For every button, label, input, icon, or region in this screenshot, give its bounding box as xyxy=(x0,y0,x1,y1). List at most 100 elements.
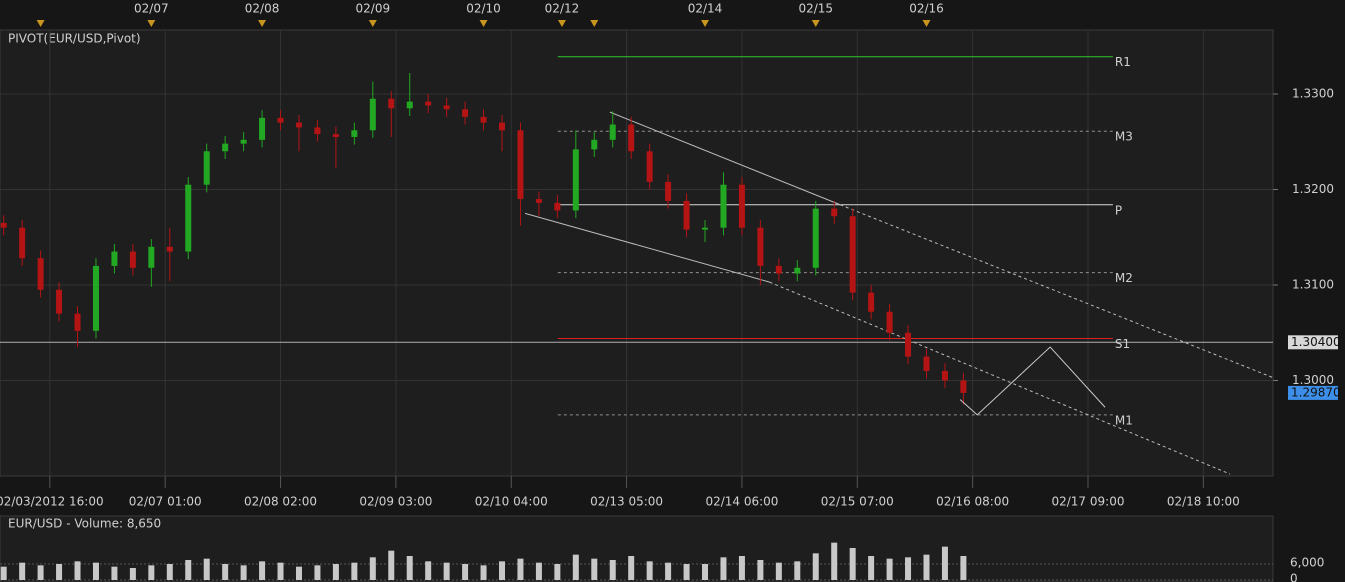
volume-bar xyxy=(831,542,838,580)
volume-bar xyxy=(351,562,358,580)
price-panel xyxy=(0,29,1274,477)
candle-body xyxy=(295,122,302,128)
x-tick-label: 02/13 05:00 xyxy=(590,495,663,509)
candle-body xyxy=(332,134,339,137)
volume-bar xyxy=(166,564,173,580)
volume-bar xyxy=(757,560,764,580)
candle-body xyxy=(462,109,469,117)
candle-body xyxy=(203,151,210,185)
candle-body xyxy=(129,251,136,268)
volume-bar xyxy=(369,557,376,580)
volume-bar xyxy=(720,557,727,580)
volume-bar xyxy=(738,556,745,580)
volume-bar xyxy=(535,562,542,580)
session-marker xyxy=(557,20,566,27)
volume-bar xyxy=(923,554,930,580)
y-tick-label: 6,000 xyxy=(1290,556,1324,570)
session-marker xyxy=(36,20,45,27)
candle-body xyxy=(646,151,653,182)
y-tick-label: 1.3000 xyxy=(1292,373,1334,387)
volume-bar xyxy=(129,568,136,580)
volume-bar xyxy=(148,565,155,580)
trendline xyxy=(769,281,1231,475)
volume-bar xyxy=(812,553,819,580)
volume-bar xyxy=(37,565,44,580)
projection xyxy=(959,346,1106,416)
volume-bar xyxy=(203,558,210,580)
candle-body xyxy=(277,117,284,123)
session-label: 02/15 xyxy=(798,2,833,16)
session-marker xyxy=(258,20,267,27)
volume-bar xyxy=(74,561,81,580)
candle-body xyxy=(148,246,155,268)
candle-body xyxy=(831,208,838,217)
candle-body xyxy=(185,184,192,252)
pivot-label: M2 xyxy=(1115,271,1133,285)
volume-bar xyxy=(185,560,192,580)
last-price-box xyxy=(1288,385,1338,400)
candle-body xyxy=(406,101,413,109)
session-marker xyxy=(479,20,488,27)
candle-body xyxy=(609,124,616,140)
y-tick-label: 1.3200 xyxy=(1292,182,1334,196)
reference-box xyxy=(1288,335,1338,350)
x-tick-label: 02/03/2012 16:00 xyxy=(0,495,104,509)
session-label: 02/10 xyxy=(466,2,501,16)
volume-bar xyxy=(646,561,653,580)
candle-body xyxy=(499,122,506,131)
candle-body xyxy=(960,380,967,393)
volume-bar xyxy=(0,566,7,580)
session-label: 02/08 xyxy=(245,2,280,16)
volume-bar xyxy=(462,564,469,580)
candle-body xyxy=(74,313,81,331)
x-tick-label: 02/07 01:00 xyxy=(129,495,202,509)
x-tick-label: 02/14 06:00 xyxy=(705,495,778,509)
volume-bar xyxy=(554,564,561,580)
session-marker xyxy=(701,20,710,27)
candle-body xyxy=(905,332,912,357)
volume-bar xyxy=(277,562,284,580)
volume-bar xyxy=(111,566,118,580)
candle-body xyxy=(794,267,801,274)
pivot-label: P xyxy=(1115,203,1122,217)
candle-body xyxy=(702,227,709,230)
session-label: 02/12 xyxy=(545,2,580,16)
volume-bar xyxy=(905,557,912,580)
candle-body xyxy=(369,98,376,131)
volume-bar xyxy=(665,562,672,580)
x-tick-label: 02/17 09:00 xyxy=(1051,495,1124,509)
candle-body xyxy=(388,98,395,109)
session-marker xyxy=(590,20,599,27)
x-tick-label: 02/09 03:00 xyxy=(359,495,432,509)
trendline xyxy=(524,212,770,283)
volume-bar xyxy=(92,562,99,580)
candle-body xyxy=(665,181,672,201)
volume-bar xyxy=(941,546,948,580)
candle-body xyxy=(517,130,524,200)
volume-bar xyxy=(886,558,893,580)
candle-body xyxy=(19,227,26,259)
x-tick-label: 02/10 04:00 xyxy=(475,495,548,509)
candle-body xyxy=(849,216,856,293)
candle-body xyxy=(757,227,764,266)
session-label: 02/07 xyxy=(134,2,169,16)
volume-bar xyxy=(868,556,875,580)
x-tick-label: 02/16 08:00 xyxy=(936,495,1009,509)
volume-bar xyxy=(332,564,339,580)
pivot-label: M1 xyxy=(1115,413,1133,427)
x-tick-label: 02/08 02:00 xyxy=(244,495,317,509)
candle-body xyxy=(240,139,247,144)
volume-bar xyxy=(222,564,229,580)
volume-bar xyxy=(960,556,967,580)
volume-bar xyxy=(849,548,856,580)
candle-body xyxy=(591,139,598,150)
volume-bar xyxy=(425,561,432,580)
session-marker xyxy=(147,20,156,27)
volume-bar xyxy=(314,565,321,580)
session-label: 02/09 xyxy=(356,2,391,16)
pivot-label: S1 xyxy=(1115,337,1130,351)
volume-panel xyxy=(0,515,1274,582)
volume-bar xyxy=(628,556,635,580)
